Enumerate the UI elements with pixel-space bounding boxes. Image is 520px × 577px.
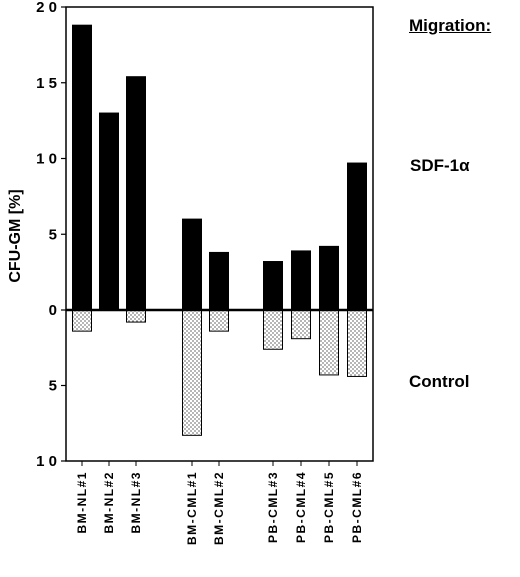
y-tick-label: 1 0 <box>36 151 57 168</box>
x-tick-label: BM-CML#1 <box>185 471 199 545</box>
sdf-bar <box>291 250 311 311</box>
control-bar <box>263 309 283 350</box>
control-series-label: Control <box>409 372 470 391</box>
control-bar <box>126 309 146 323</box>
y-tick-label: 1 0 <box>36 453 57 470</box>
y-tick-label: 2 0 <box>36 0 57 16</box>
x-tick-label: BM-NL#2 <box>102 471 116 534</box>
control-bar <box>347 309 367 377</box>
x-tick-label: BM-NL#3 <box>129 471 143 534</box>
sdf-series-label: SDF-1α <box>410 156 470 175</box>
x-tick-label: PB-CML#3 <box>266 471 280 543</box>
sdf-bar <box>263 261 283 311</box>
control-bar <box>319 309 339 376</box>
migration-heading: Migration: <box>409 16 492 35</box>
sdf-bar <box>72 24 92 311</box>
control-bar <box>72 309 92 332</box>
x-tick-label: BM-NL#1 <box>75 471 89 534</box>
x-tick-label: BM-CML#2 <box>212 471 226 545</box>
y-tick-label: 1 5 <box>36 75 57 92</box>
control-bar <box>182 309 202 436</box>
y-tick-label: 0 <box>49 302 57 319</box>
x-tick-label: PB-CML#5 <box>322 471 336 543</box>
x-tick-label: PB-CML#6 <box>350 471 364 543</box>
sdf-bar <box>209 251 229 311</box>
y-tick-label: 5 <box>49 226 57 243</box>
control-bar <box>291 309 311 340</box>
sdf-bar <box>182 218 202 311</box>
sdf-bar <box>319 245 339 311</box>
x-tick-label: PB-CML#4 <box>294 471 308 543</box>
sdf-bar <box>99 112 119 311</box>
sdf-bar <box>126 76 146 311</box>
y-tick-label: 5 <box>49 378 57 395</box>
control-bar <box>209 309 229 332</box>
sdf-bar <box>347 162 367 311</box>
y-axis-label: CFU-GM [%] <box>7 189 24 282</box>
